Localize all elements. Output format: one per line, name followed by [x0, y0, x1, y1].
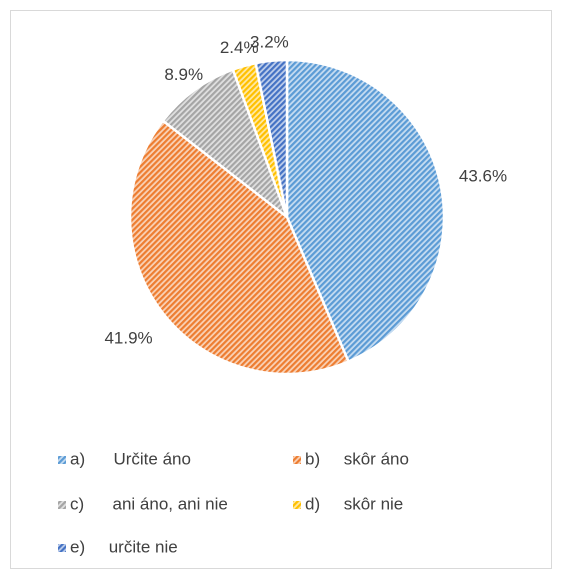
- data-label: 2.4%: [220, 38, 259, 57]
- legend-label: a) Určite áno: [70, 449, 191, 468]
- legend-marker: [293, 456, 301, 464]
- data-label: 41.9%: [104, 329, 152, 348]
- legend-marker: [58, 544, 66, 552]
- legend-label: b) skôr áno: [305, 449, 409, 468]
- pie-slice: [161, 68, 290, 221]
- pie-slice: [254, 58, 289, 218]
- pie-slice: [128, 119, 351, 376]
- legend-label: d) skôr nie: [305, 494, 403, 513]
- data-label: 8.9%: [164, 65, 203, 84]
- data-label: 43.6%: [459, 167, 507, 186]
- legend-marker: [293, 501, 301, 509]
- legend-label: c) ani áno, ani nie: [70, 494, 228, 513]
- data-label: 3.2%: [250, 32, 289, 51]
- legend-marker: [58, 501, 66, 509]
- legend-label: e) určite nie: [70, 537, 178, 556]
- pie-slice: [285, 58, 446, 364]
- legend-marker: [58, 456, 66, 464]
